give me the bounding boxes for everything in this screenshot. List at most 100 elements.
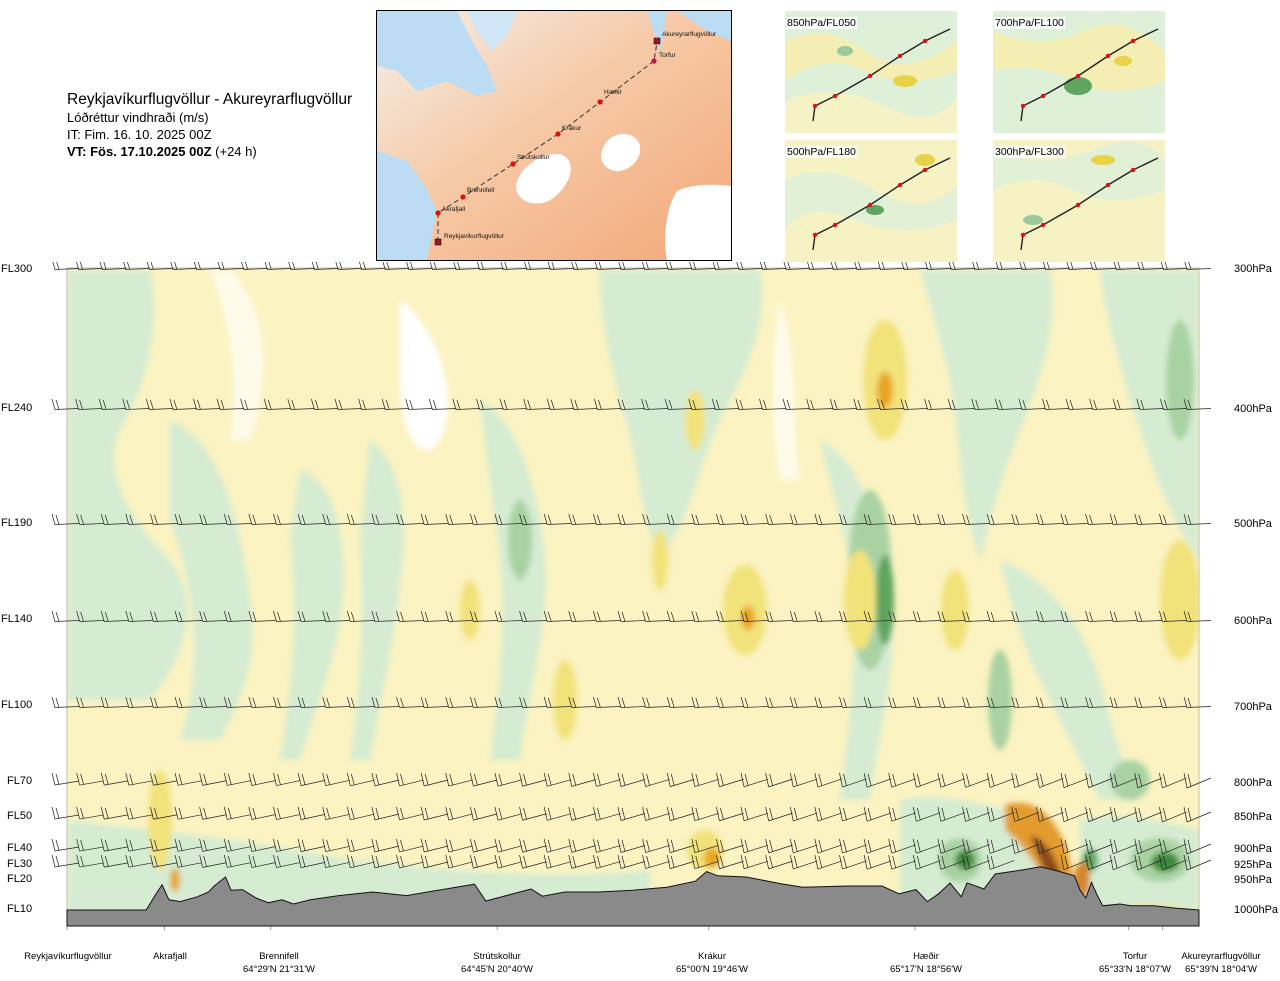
wind-barb [912,513,941,525]
wind-barb [937,772,966,788]
level-map-850-svg [785,11,957,133]
wind-barb [765,806,793,822]
wind-barb [962,806,990,822]
wind-barb [888,610,916,622]
wind-barb [76,696,104,708]
wind-barb [445,610,473,622]
wind-barb [814,854,842,870]
wind-barb [888,696,916,708]
wind-barb [125,513,153,525]
wind-barb [888,806,916,822]
wind-barb [396,854,424,869]
brennifell-marker [460,194,466,200]
wind-barb [334,398,363,410]
wind-barb [499,398,528,410]
akrafjall-marker [435,210,441,216]
wind-barb [100,610,129,622]
wind-barb [371,610,399,622]
wind-barb [1018,398,1046,410]
wind-barb [863,513,892,525]
wind-barb [642,610,670,622]
wind-barb [122,398,150,410]
station-name: Krákur [698,951,726,962]
wind-barb [617,806,646,821]
wind-barb [789,854,818,870]
map-label-torfur: Torfur [659,52,676,59]
wind-barb [1011,772,1039,788]
wind-barb [740,610,769,622]
wind-barb [470,610,498,622]
level-map-700-svg [993,11,1165,133]
fl-label-20: FL20 [7,873,33,885]
wind-barb [169,398,197,410]
wind-barb [740,838,769,854]
wind-barb [100,772,129,786]
wind-barb [523,398,551,410]
eyjafjordur-sea [647,11,667,51]
route-map-svg: Akureyrarflugvöllur Torfur Hæðir Krákur … [377,11,731,260]
wind-barb [100,854,129,868]
wind-barb [1159,696,1187,708]
wind-barb [519,610,547,622]
wind-barb [937,854,966,870]
wind-barb [666,772,695,787]
fl-label-100: FL100 [1,699,33,711]
wind-barb [1134,854,1162,871]
issue-time: IT: Fim. 16. 10. 2025 00Z [67,127,212,142]
wind-barb [145,398,174,410]
wind-barb [1085,806,1113,823]
wind-barb [765,696,793,708]
wind-barb [174,772,203,786]
wind-barb [494,806,523,821]
wind-barb [519,772,547,787]
wind-barb [986,513,1015,525]
level-map-300: 300hPa/FL300 [993,140,1165,262]
wind-barb [371,772,399,787]
wind-barb [420,806,449,821]
wind-barb [150,513,178,525]
wind-barb [405,398,433,410]
wind-barbs [51,258,1212,871]
map-label-krakur: Krákur [562,125,582,132]
wind-barb [765,610,793,622]
wind-barb [594,398,622,410]
wind-barb [814,772,842,788]
wind-barb [223,854,252,868]
wind-barb [642,513,670,525]
akureyri-marker [653,37,661,45]
fl-label-30: FL30 [7,858,33,870]
level-map-500-svg [785,140,957,262]
wind-barb [371,513,399,525]
wind-barb [642,772,670,787]
level-map-850: 850hPa/FL050 [785,11,957,133]
wind-barb [199,772,227,786]
hpa-label-500: 500hPa [1234,518,1272,530]
wind-barb [248,838,276,852]
wind-barb [216,398,245,410]
wind-barb [789,696,818,708]
wind-barb [346,806,375,821]
title-block: Reykjavíkurflugvöllur - Akureyrarflugvöl… [67,90,387,160]
wind-barb [51,854,80,868]
wind-barb [1183,838,1212,855]
wind-barb [476,398,504,410]
wind-barb [543,772,572,787]
wind-barb [1134,772,1162,789]
wind-barb [346,838,375,853]
wind-barb [1036,696,1064,708]
wind-barb [1089,398,1117,410]
wind-barb [863,806,892,822]
wind-barb [322,806,350,821]
wind-barb [470,772,498,787]
parameter-label: Lóðréttur vindhraði (m/s) [67,110,209,125]
wind-barb [1085,610,1113,622]
langjokull-glacier [516,153,571,204]
wind-barb [519,696,547,708]
wind-barb [1159,610,1187,622]
wind-barb [740,854,769,870]
hpa-label-925: 925hPa [1234,859,1272,871]
route-line [437,41,658,242]
wind-barb [839,513,867,525]
wind-barb [617,610,646,622]
wind-barb [1036,806,1064,822]
